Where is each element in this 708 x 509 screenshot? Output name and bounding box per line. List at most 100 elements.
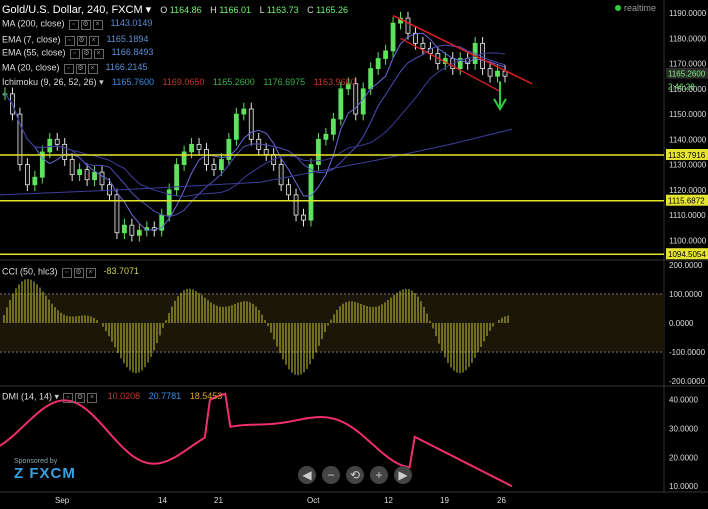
settings-icon[interactable]: ⚙	[81, 49, 92, 59]
close-icon[interactable]: ×	[87, 64, 98, 74]
legend-ema7-name: EMA (7, close)	[2, 34, 61, 45]
price-label-box	[666, 248, 708, 260]
candle-body	[278, 164, 284, 186]
moving-average-line	[4, 44, 506, 218]
settings-icon[interactable]: ⚙	[75, 64, 86, 74]
price-tick-label: 1100.0000	[669, 236, 707, 245]
close-icon[interactable]: ×	[88, 36, 99, 46]
reset-button[interactable]: ⟲	[346, 466, 364, 484]
ohlc-c-value: 1165.26	[316, 5, 349, 15]
chart-header: Gold/U.S. Dollar, 240, FXCM ▾ O 1164.86 …	[2, 3, 354, 16]
time-tick-label: 14	[158, 496, 167, 505]
candle-body	[47, 138, 53, 153]
legend-dmi-name: DMI (14, 14)	[2, 391, 53, 402]
candle-body	[219, 159, 224, 171]
legend-ma20[interactable]: MA (20, close) ▫ ⚙ × 1166.2145	[2, 62, 147, 74]
candle-body	[420, 42, 426, 49]
trendline-upper	[392, 14, 533, 85]
price-tick-label: 1130.0000	[669, 161, 707, 170]
legend-dmi[interactable]: DMI (14, 14) ▾ ▫ ⚙ × 10.0208 20.7781 18.545…	[2, 391, 223, 403]
ma200-line	[0, 128, 513, 196]
price-label: 1094.5054	[668, 250, 706, 259]
candle-body	[383, 50, 388, 59]
ohlc-readout: O 1164.86 H 1166.01 L 1163.73 C 1165.26	[160, 5, 354, 15]
candle-body	[114, 194, 120, 234]
candle-body	[136, 229, 142, 236]
ichimoku-value-2: 1169.0650	[162, 77, 205, 87]
candle-body	[54, 138, 60, 145]
dmi-tick-label: 20.0000	[669, 453, 698, 462]
sponsor-block[interactable]: Sponsored by Z FXCM	[14, 458, 76, 482]
ohlc-l-label: L	[259, 5, 265, 15]
candle-body	[308, 164, 314, 221]
legend-ichimoku-name: Ichimoku (9, 26, 52, 26)	[2, 77, 97, 87]
close-icon[interactable]: ×	[93, 49, 104, 59]
time-tick-label: 12	[384, 496, 393, 505]
ohlc-c-label: C	[307, 5, 314, 15]
countdown-label: 2:46:28	[668, 82, 695, 91]
toggle-icon[interactable]: ▫	[64, 36, 75, 46]
ichimoku-value-1: 1165.7600	[112, 77, 154, 87]
settings-icon[interactable]: ⚙	[76, 36, 87, 46]
time-tick-label: 19	[440, 496, 449, 505]
legend-ma20-name: MA (20, close)	[2, 62, 60, 73]
adx-line	[0, 392, 513, 488]
legend-buttons: ▫ ⚙ ×	[63, 62, 100, 74]
ichimoku-value-3: 1165.2600	[212, 77, 255, 87]
candle-body	[338, 88, 344, 120]
toggle-icon[interactable]: ▫	[63, 64, 74, 74]
time-tick-label: Oct	[307, 496, 320, 505]
candle-body	[316, 138, 321, 165]
price-label-box	[666, 67, 708, 79]
candle-body	[69, 159, 75, 176]
ichimoku-value-4: 1176.6975	[263, 77, 306, 87]
candle-body	[24, 164, 30, 186]
fxcm-logo: Z FXCM	[14, 465, 76, 482]
settings-icon[interactable]: ⚙	[73, 268, 84, 278]
scroll-left-button[interactable]: ◀	[298, 466, 316, 484]
close-icon[interactable]: ×	[87, 393, 98, 403]
trendline-lower	[400, 37, 501, 92]
legend-cci[interactable]: CCI (50, hlc3) ▫ ⚙ × -83.7071	[2, 266, 139, 278]
settings-icon[interactable]: ⚙	[80, 20, 91, 30]
toggle-icon[interactable]: ▫	[68, 20, 79, 30]
cci-tick-label: 0.0000	[669, 319, 694, 328]
close-icon[interactable]: ×	[85, 268, 96, 278]
settings-icon[interactable]: ⚙	[75, 393, 86, 403]
legend-ema55[interactable]: EMA (55, close) ▫ ⚙ × 1166.8493	[2, 47, 153, 59]
legend-ema7[interactable]: EMA (7, close) ▫ ⚙ × 1165.1894	[2, 34, 148, 46]
toggle-icon[interactable]: ▫	[63, 393, 74, 403]
legend-cci-name: CCI (50, hlc3)	[2, 266, 58, 277]
time-tick-label: 26	[497, 496, 506, 505]
toggle-icon[interactable]: ▫	[61, 268, 72, 278]
price-tick-label: 1150.0000	[669, 110, 707, 119]
realtime-label: realtime	[623, 3, 656, 13]
time-tick-label: 21	[214, 496, 223, 505]
legend-ichimoku[interactable]: Ichimoku (9, 26, 52, 26) ▾ 1165.7600 116…	[2, 77, 356, 87]
fxcm-logo-text: FXCM	[29, 465, 76, 482]
zoom-out-button[interactable]: −	[322, 466, 340, 484]
dmi-value-3: 18.5453	[189, 391, 223, 402]
price-label: 1165.2600	[668, 70, 706, 79]
price-tick-label: 1170.0000	[669, 60, 707, 69]
close-icon[interactable]: ×	[92, 20, 103, 30]
cci-tick-label: 200.0000	[669, 261, 703, 270]
legend-buttons: ▫ ⚙ ×	[69, 47, 106, 59]
symbol-title[interactable]: Gold/U.S. Dollar, 240, FXCM	[2, 4, 143, 16]
cci-tick-label: 100.0000	[669, 290, 703, 299]
toggle-icon[interactable]: ▫	[69, 49, 80, 59]
zoom-in-button[interactable]: +	[370, 466, 388, 484]
price-label-box	[666, 148, 708, 160]
candle-body	[413, 32, 418, 44]
time-tick-label: Sep	[55, 496, 70, 505]
realtime-indicator: realtime	[614, 3, 656, 13]
realtime-dot-icon	[614, 5, 621, 11]
legend-ma200[interactable]: MA (200, close) ▫ ⚙ × 1143.0149	[2, 18, 152, 30]
candle-body	[286, 184, 291, 196]
legend-buttons: ▫ ⚙ ×	[61, 266, 98, 278]
candle-body	[129, 224, 135, 236]
legend-ma20-value: 1166.2145	[105, 62, 148, 73]
scroll-right-button[interactable]: ▶	[394, 466, 412, 484]
candle-body	[457, 58, 463, 70]
